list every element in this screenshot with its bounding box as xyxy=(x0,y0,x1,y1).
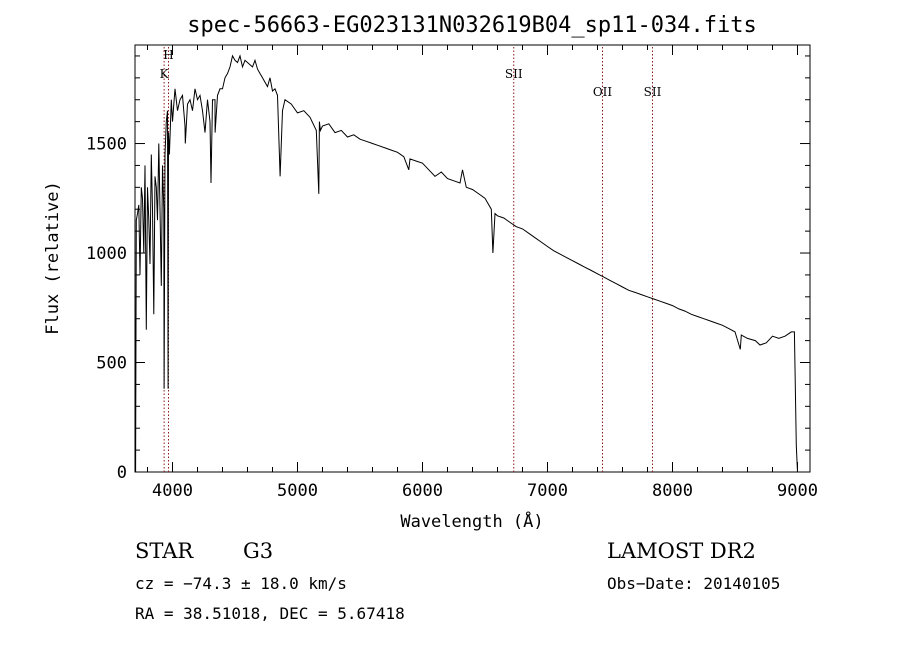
x-tick-labels: 4000 5000 6000 7000 8000 9000 xyxy=(152,481,818,501)
y-tick-label: 500 xyxy=(96,354,127,374)
x-axis-label: Wavelength (Å) xyxy=(400,510,543,532)
y-axis-label: Flux (relative) xyxy=(43,181,63,335)
y-tick-label: 0 xyxy=(117,463,127,483)
object-subclass: G3 xyxy=(243,539,273,563)
obs-date: Obs−Date: 20140105 xyxy=(607,574,780,593)
y-tick-labels: 0 500 1000 1500 xyxy=(86,135,127,483)
marker-label: SII xyxy=(644,85,662,99)
chart-title: spec-56663-EG023131N032619B04_sp11-034.f… xyxy=(187,13,757,38)
cz-value: cz = −74.3 ± 18.0 km/s xyxy=(135,574,347,593)
y-tick-label: 1500 xyxy=(86,135,127,155)
marker-label: OII xyxy=(593,85,613,99)
x-tick-label: 7000 xyxy=(527,481,568,501)
marker-label: H xyxy=(163,48,173,62)
y-tick-label: 1000 xyxy=(86,244,127,264)
plot-frame xyxy=(134,44,811,473)
survey-name: LAMOST DR2 xyxy=(607,539,756,563)
x-tick-label: 6000 xyxy=(402,481,443,501)
x-tick-label: 8000 xyxy=(652,481,693,501)
x-tick-label: 4000 xyxy=(152,481,193,501)
marker-label: K xyxy=(160,67,170,81)
coordinates: RA = 38.51018, DEC = 5.67418 xyxy=(135,604,405,623)
x-tick-label: 9000 xyxy=(777,481,818,501)
spectrum-line xyxy=(135,54,798,473)
axis-ticks xyxy=(135,45,810,473)
marker-label: SII xyxy=(505,67,523,81)
object-class: STAR xyxy=(135,539,194,563)
x-tick-label: 5000 xyxy=(277,481,318,501)
emission-line-markers: HK SII OII SII xyxy=(160,47,662,472)
